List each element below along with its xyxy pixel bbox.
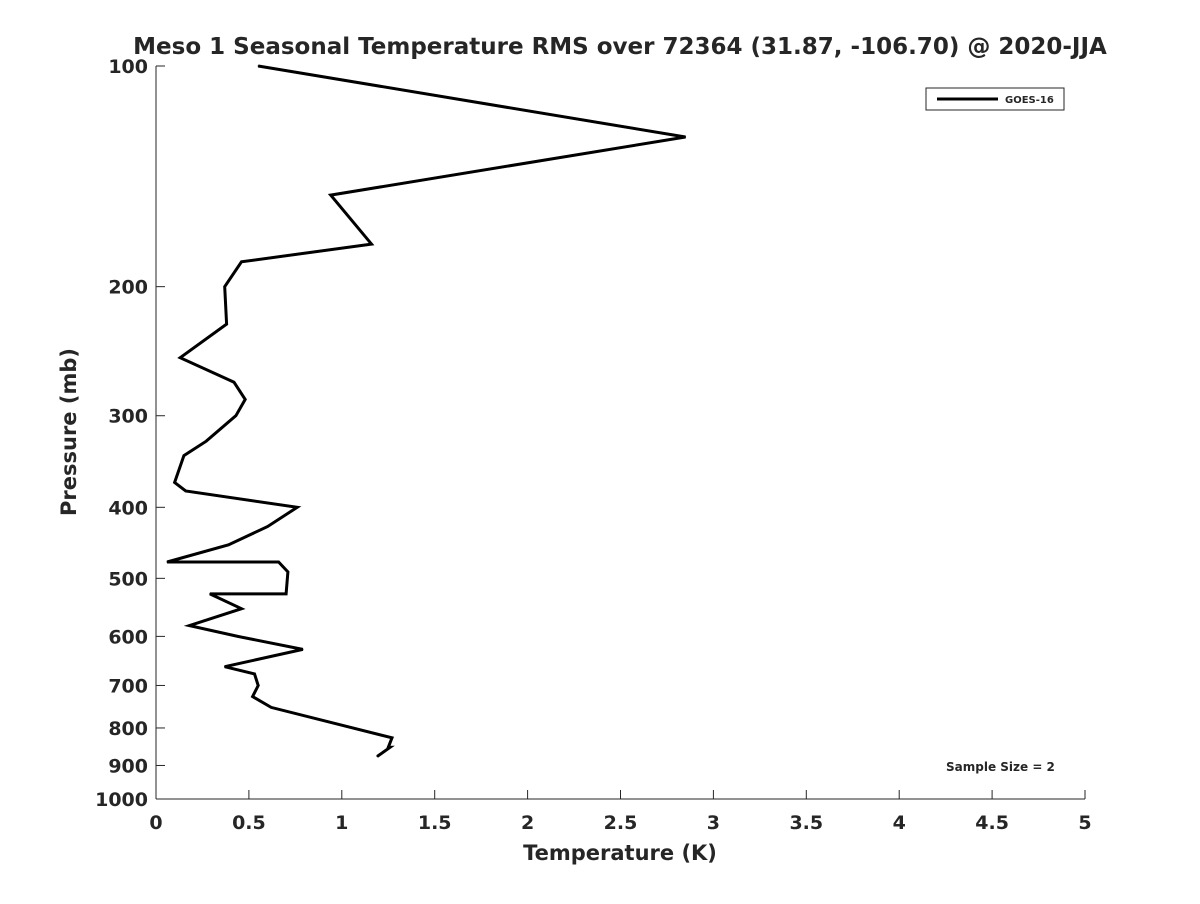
data-point [287, 571, 289, 573]
data-point [684, 136, 687, 138]
y-tick-label: 400 [108, 497, 148, 519]
x-tick-label: 5 [1078, 812, 1091, 834]
plot-area [156, 66, 1085, 799]
data-point [244, 398, 246, 400]
data-point [240, 608, 243, 610]
data-point [233, 381, 235, 383]
data-point [257, 65, 259, 67]
y-tick-label: 100 [108, 56, 148, 78]
y-tick-label: 800 [108, 718, 148, 740]
data-point [205, 440, 207, 442]
x-tick-label: 3.5 [789, 812, 823, 834]
sample-size-annotation: Sample Size = 2 [946, 760, 1055, 774]
legend: GOES-16 [925, 87, 1065, 111]
x-tick-label: 2 [521, 812, 534, 834]
data-point [224, 286, 226, 288]
x-tick-label: 4.5 [975, 812, 1009, 834]
y-tick-label: 700 [108, 675, 148, 697]
y-tick-label: 600 [108, 626, 148, 648]
series-layer [166, 64, 687, 758]
y-tick-label: 1000 [95, 789, 148, 811]
data-point [237, 635, 239, 638]
data-point [296, 506, 298, 508]
data-point [285, 593, 287, 595]
data-point [257, 684, 259, 687]
data-point [226, 323, 228, 325]
data-point [302, 648, 304, 651]
y-axis-label: Pressure (mb) [57, 348, 81, 516]
data-point [174, 481, 176, 484]
y-tick-label: 900 [108, 755, 148, 777]
x-tick-label: 4 [893, 812, 906, 834]
data-point [387, 746, 389, 748]
series-line-goes-16 [166, 64, 686, 758]
data-point [389, 746, 391, 748]
x-tick-label: 1.5 [418, 812, 452, 834]
y-tick-label: 300 [108, 406, 148, 428]
legend-label-goes-16: GOES-16 [1005, 95, 1054, 106]
y-tick-label: 200 [108, 277, 148, 299]
data-point [391, 737, 393, 739]
data-point [270, 706, 272, 709]
data-point [185, 490, 187, 492]
data-point [179, 357, 181, 359]
data-point [227, 544, 230, 546]
data-point [209, 593, 211, 595]
data-point [253, 673, 256, 675]
x-tick-label: 0.5 [232, 812, 266, 834]
data-point [183, 455, 185, 457]
data-point [370, 243, 373, 245]
x-axis-label: Temperature (K) [523, 841, 717, 865]
data-point [252, 696, 254, 698]
data-point [188, 625, 190, 627]
x-tick-label: 3 [707, 812, 720, 834]
data-point [376, 755, 378, 758]
data-point [278, 561, 280, 563]
data-point [240, 261, 243, 263]
data-point [330, 194, 332, 196]
data-point [166, 561, 168, 563]
data-point [224, 666, 226, 668]
data-point [266, 526, 269, 528]
data-point [235, 415, 237, 417]
x-tick-label: 2.5 [604, 812, 638, 834]
y-tick-label: 500 [108, 568, 148, 590]
x-tick-label: 1 [335, 812, 348, 834]
axes: 0 0.5 1 1.5 2 2.5 3 3.5 4 4.5 5 100 200 300 400 500 600 7… [95, 56, 1092, 834]
x-tick-label: 0 [149, 812, 162, 834]
chart-title: Meso 1 Seasonal Temperature RMS over 723… [133, 34, 1107, 60]
